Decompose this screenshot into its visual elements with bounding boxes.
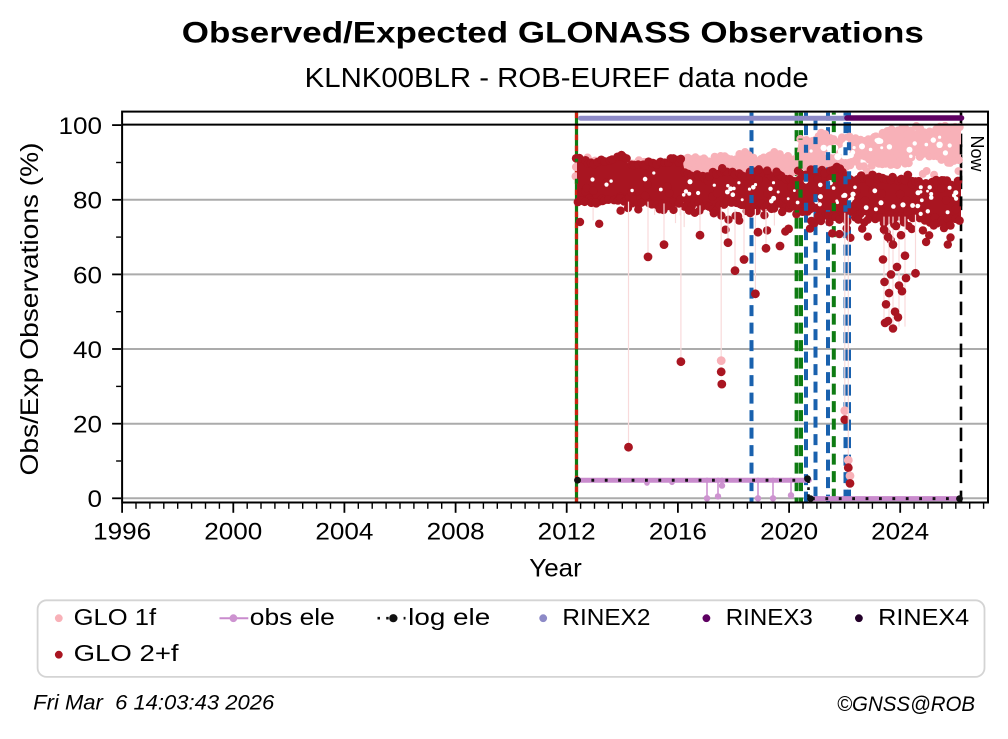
svg-text:0: 0: [88, 486, 103, 513]
svg-text:20: 20: [73, 412, 102, 439]
svg-text:2008: 2008: [427, 519, 485, 546]
svg-text:2012: 2012: [538, 519, 596, 546]
svg-text:RINEX3: RINEX3: [726, 604, 813, 630]
svg-text:80: 80: [73, 188, 102, 215]
svg-text:100: 100: [59, 113, 103, 140]
svg-text:Observed/Expected GLONASS Obse: Observed/Expected GLONASS Observations: [182, 16, 924, 49]
svg-text:2000: 2000: [204, 519, 262, 546]
svg-text:Obs/Exp Observations (%): Obs/Exp Observations (%): [16, 142, 44, 475]
svg-text:RINEX4: RINEX4: [878, 604, 969, 630]
svg-text:GLO 1f: GLO 1f: [74, 604, 157, 630]
svg-text:obs ele: obs ele: [250, 604, 335, 630]
svg-text:Fri Mar 6 14:03:43 2026: Fri Mar 6 14:03:43 2026: [33, 692, 274, 715]
svg-text:2020: 2020: [760, 519, 818, 546]
svg-text:1996: 1996: [93, 519, 151, 546]
svg-text:Now: Now: [967, 136, 987, 173]
svg-text:60: 60: [73, 262, 102, 289]
svg-text:2004: 2004: [315, 519, 373, 546]
svg-text:RINEX2: RINEX2: [562, 604, 650, 630]
svg-text:40: 40: [73, 337, 102, 364]
svg-text:KLNK00BLR - ROB-EUREF data nod: KLNK00BLR - ROB-EUREF data node: [305, 62, 809, 93]
svg-text:log ele: log ele: [408, 604, 490, 630]
svg-text:Year: Year: [529, 554, 582, 582]
svg-text:2016: 2016: [649, 519, 707, 546]
svg-text:©GNSS@ROB: ©GNSS@ROB: [837, 693, 975, 716]
svg-text:GLO 2+f: GLO 2+f: [74, 640, 180, 666]
svg-text:2024: 2024: [871, 519, 929, 546]
